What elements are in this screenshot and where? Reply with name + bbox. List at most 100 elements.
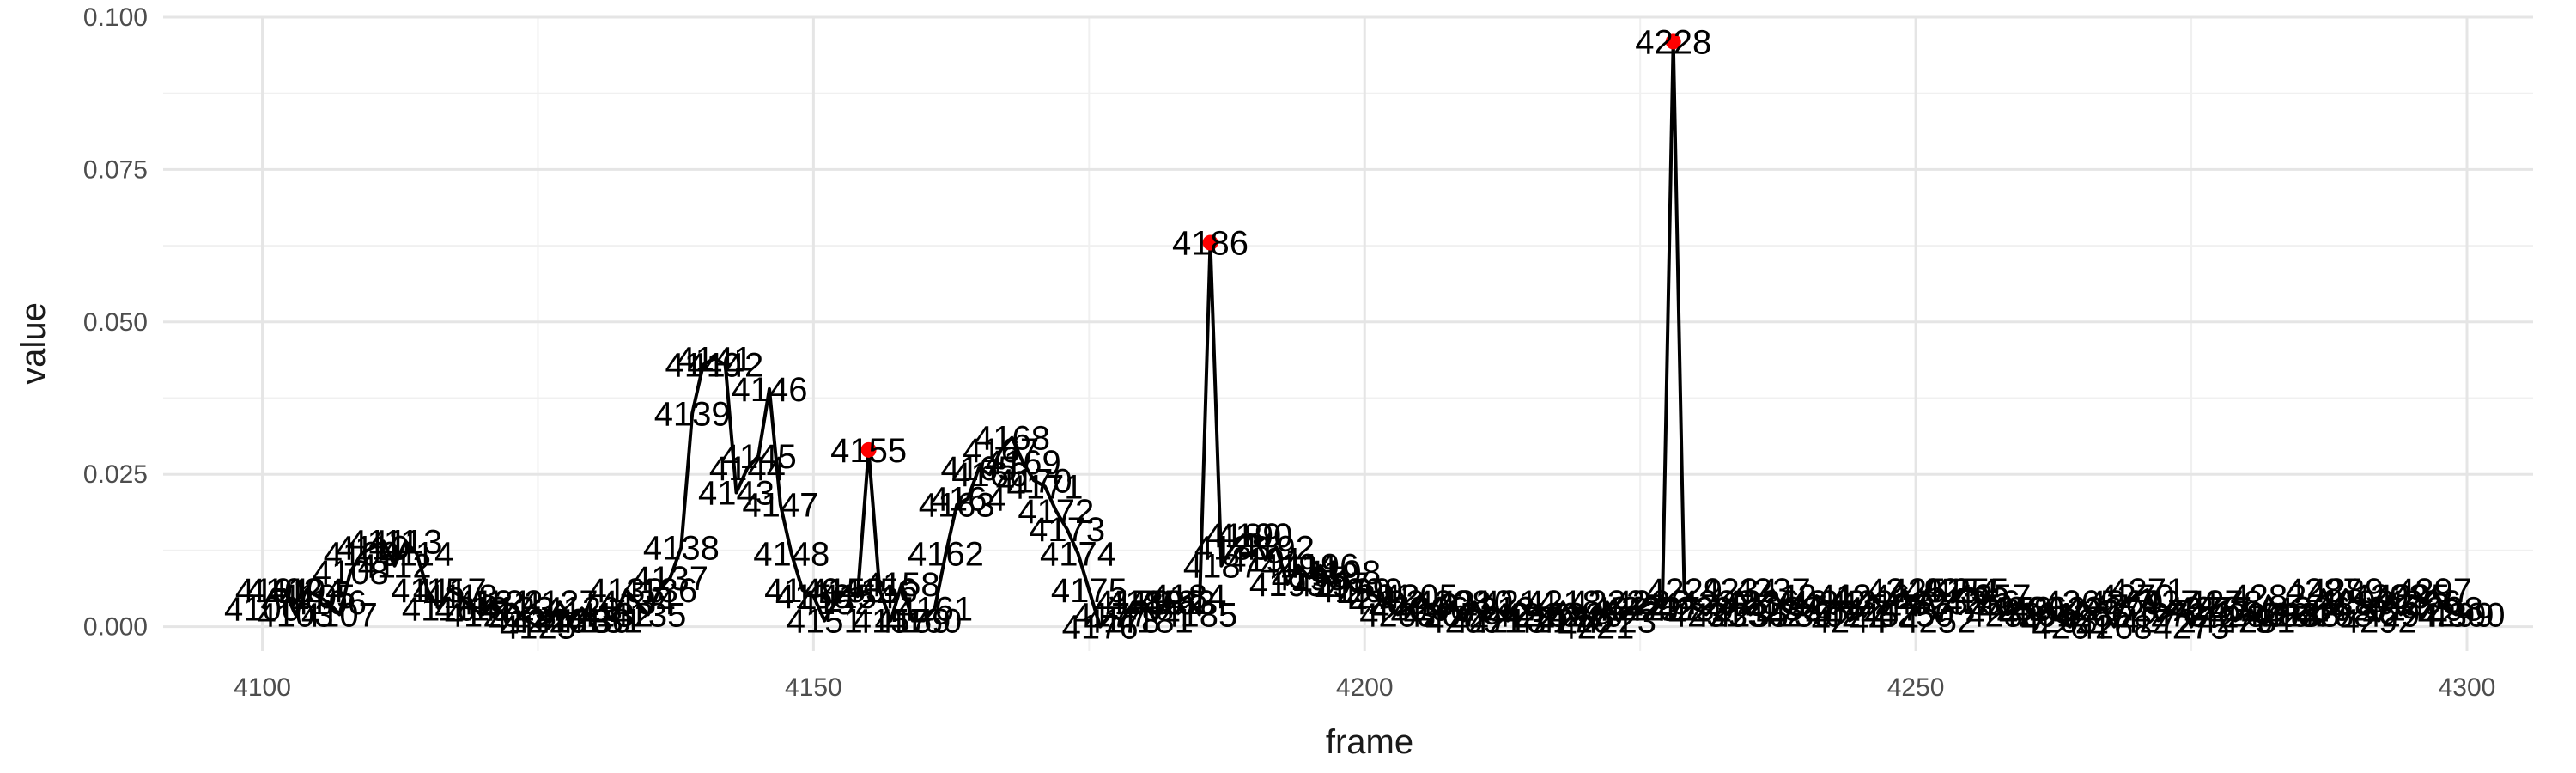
point-label: 4229: [1646, 572, 1722, 610]
point-label: 4231: [1668, 596, 1745, 634]
point-label: 4228: [1635, 23, 1711, 61]
point-label: 4202: [1348, 584, 1425, 622]
point-label: 4274: [2142, 584, 2219, 622]
point-label: 4183: [1139, 584, 1216, 622]
point-label: 4252: [1899, 603, 1976, 641]
point-label: 4209: [1425, 603, 1502, 641]
point-label: 4185: [1161, 596, 1237, 634]
point-label: 4208: [1414, 584, 1491, 622]
point-label: 4155: [830, 432, 907, 470]
point-label: 4187: [1183, 548, 1260, 586]
point-label: 4193: [1249, 566, 1326, 604]
point-label: 4184: [1150, 578, 1226, 616]
point-label: 4271: [2109, 572, 2185, 610]
point-label: 4267: [2065, 590, 2142, 628]
point-label: 4278: [2186, 584, 2263, 622]
point-label: 4219: [1536, 603, 1613, 641]
point-label: 4242: [1789, 584, 1866, 622]
point-label: 4284: [2252, 596, 2329, 634]
point-label: 4109: [324, 535, 400, 573]
point-label: 4299: [2418, 596, 2494, 634]
x-tick-label: 4250: [1887, 673, 1945, 702]
x-tick-label: 4200: [1336, 673, 1394, 702]
point-label: 4150: [775, 578, 852, 616]
point-label: 4293: [2352, 578, 2428, 616]
point-label: 4289: [2307, 572, 2384, 610]
point-label: 4168: [974, 420, 1050, 458]
point-label: 4235: [1712, 596, 1789, 634]
x-axis-title: frame: [1326, 723, 1413, 761]
point-label: 4186: [1172, 225, 1249, 263]
point-label: 4230: [1657, 590, 1734, 628]
point-label: 4206: [1393, 590, 1469, 628]
point-label: 4104: [268, 572, 344, 610]
point-label: 4197: [1293, 566, 1370, 604]
point-label: 4149: [764, 572, 841, 610]
point-label: 4147: [742, 487, 818, 525]
point-label: 4162: [908, 535, 984, 573]
point-label: 4297: [2396, 572, 2472, 610]
point-label: 4122: [466, 584, 543, 622]
peak-point: [860, 441, 877, 458]
peak-point: [1202, 234, 1218, 251]
point-label: 4137: [632, 560, 708, 598]
point-label: 4101: [235, 572, 312, 610]
point-label: 4294: [2362, 596, 2439, 634]
point-label: 4148: [753, 535, 829, 573]
point-label: 4154: [819, 578, 896, 616]
point-label: 4174: [1040, 535, 1116, 573]
point-label: 4199: [1315, 572, 1392, 610]
point-label: 4194: [1261, 548, 1337, 586]
y-tick-label: 0.100: [83, 3, 148, 32]
point-label: 4248: [1856, 584, 1932, 622]
point-label: 4279: [2197, 603, 2274, 641]
point-label: 4114: [380, 535, 453, 573]
point-label: 4100: [224, 590, 301, 628]
point-label: 4215: [1492, 596, 1568, 634]
point-label: 4180: [1106, 584, 1182, 622]
y-tick-label: 0.000: [83, 613, 148, 642]
point-label: 4105: [279, 578, 355, 616]
series-line: [260, 40, 2467, 629]
point-label: 4269: [2087, 584, 2164, 622]
point-label: 4130: [555, 603, 631, 641]
point-label: 4201: [1338, 578, 1414, 616]
point-label: 4167: [963, 432, 1039, 470]
point-label: 4233: [1690, 596, 1766, 634]
point-label: 4227: [1624, 590, 1700, 628]
point-label: 4179: [1095, 584, 1171, 622]
point-label: 4247: [1844, 590, 1921, 628]
peak-points: [860, 33, 1681, 458]
point-label: 4165: [940, 450, 1017, 488]
point-label: 4176: [1062, 609, 1139, 647]
point-label: 4131: [566, 603, 642, 641]
point-label: 4156: [841, 572, 918, 610]
point-label: 4118: [424, 578, 498, 616]
point-label: 4172: [1018, 493, 1094, 531]
point-label: 4170: [996, 462, 1072, 500]
point-label: 4292: [2341, 603, 2417, 641]
point-label: 4112: [358, 548, 432, 586]
point-label: 4226: [1613, 584, 1690, 622]
point-label: 4237: [1735, 572, 1811, 610]
point-label: 4251: [1888, 572, 1965, 610]
y-tick-label: 0.025: [83, 460, 148, 489]
y-axis-title: value: [15, 302, 52, 385]
point-label: 4275: [2154, 609, 2230, 647]
point-label: 4240: [1767, 596, 1844, 634]
point-label: 4259: [1977, 590, 2053, 628]
x-tick-label: 4300: [2439, 673, 2496, 702]
point-label: 4159: [874, 603, 951, 641]
point-label: 4264: [2032, 609, 2108, 647]
point-label: 4258: [1965, 596, 2042, 634]
point-label: 4263: [2021, 603, 2098, 641]
point-label: 4265: [2043, 584, 2119, 622]
point-label: 4198: [1304, 554, 1381, 592]
point-label: 4245: [1822, 596, 1899, 634]
point-label: 4125: [500, 609, 576, 647]
point-label: 4223: [1580, 603, 1656, 641]
point-label: 4203: [1359, 596, 1436, 634]
point-label: 4175: [1051, 572, 1127, 610]
point-label: 4106: [290, 584, 367, 622]
